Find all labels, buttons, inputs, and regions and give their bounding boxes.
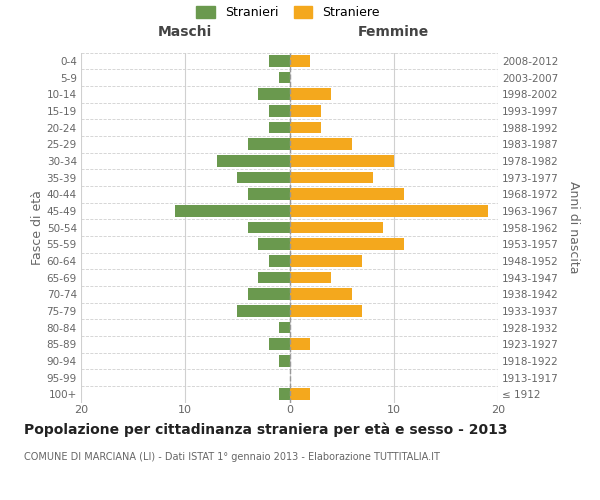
Bar	[258, 238, 290, 250]
Bar	[269, 122, 290, 134]
Bar	[290, 155, 394, 166]
Bar	[290, 388, 310, 400]
Bar	[290, 188, 404, 200]
Bar	[279, 388, 290, 400]
Bar	[290, 138, 352, 150]
Bar	[290, 288, 352, 300]
Y-axis label: Anni di nascita: Anni di nascita	[567, 181, 580, 274]
Bar	[248, 222, 290, 234]
Bar	[290, 205, 488, 216]
Bar	[248, 288, 290, 300]
Bar	[269, 105, 290, 117]
Bar	[258, 272, 290, 283]
Bar	[279, 72, 290, 84]
Bar	[290, 222, 383, 234]
Bar	[217, 155, 290, 166]
Bar	[290, 338, 310, 350]
Bar	[290, 272, 331, 283]
Bar	[290, 122, 321, 134]
Bar	[269, 55, 290, 66]
Bar	[248, 138, 290, 150]
Bar	[290, 105, 321, 117]
Bar	[290, 238, 404, 250]
Text: COMUNE DI MARCIANA (LI) - Dati ISTAT 1° gennaio 2013 - Elaborazione TUTTITALIA.I: COMUNE DI MARCIANA (LI) - Dati ISTAT 1° …	[24, 452, 440, 462]
Bar	[269, 255, 290, 266]
Bar	[290, 305, 362, 316]
Bar	[279, 322, 290, 334]
Bar	[290, 88, 331, 100]
Text: Popolazione per cittadinanza straniera per età e sesso - 2013: Popolazione per cittadinanza straniera p…	[24, 422, 508, 437]
Bar	[258, 88, 290, 100]
Bar	[279, 355, 290, 366]
Bar	[248, 188, 290, 200]
Bar	[175, 205, 290, 216]
Bar	[238, 172, 290, 183]
Bar	[290, 172, 373, 183]
Text: Femmine: Femmine	[358, 24, 430, 38]
Bar	[290, 55, 310, 66]
Bar	[238, 305, 290, 316]
Legend: Stranieri, Straniere: Stranieri, Straniere	[196, 6, 380, 19]
Bar	[290, 255, 362, 266]
Bar	[269, 338, 290, 350]
Y-axis label: Fasce di età: Fasce di età	[31, 190, 44, 265]
Text: Maschi: Maschi	[158, 24, 212, 38]
